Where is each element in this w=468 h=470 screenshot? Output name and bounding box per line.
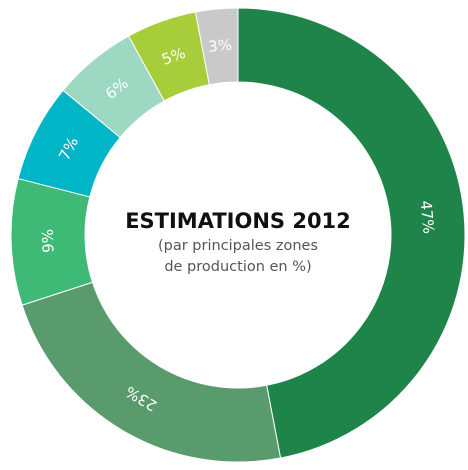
donut-slice-3pct	[194, 7, 239, 86]
donut-slices	[10, 7, 466, 463]
donut-slice-23pct	[21, 281, 282, 463]
slice-label-3pct: 3%	[207, 36, 232, 56]
chart-subtitle-line-2: de production en %)	[164, 259, 311, 275]
slice-label-47pct: 47%	[417, 200, 438, 235]
donut-center: ESTIMATIONS 2012 (par principales zones …	[125, 209, 351, 275]
donut-slice-47pct	[237, 7, 466, 459]
chart-subtitle-line-1: (par principales zones	[158, 238, 318, 254]
chart-title: ESTIMATIONS 2012	[125, 209, 351, 233]
slice-label-9pct: 9%	[39, 229, 58, 253]
